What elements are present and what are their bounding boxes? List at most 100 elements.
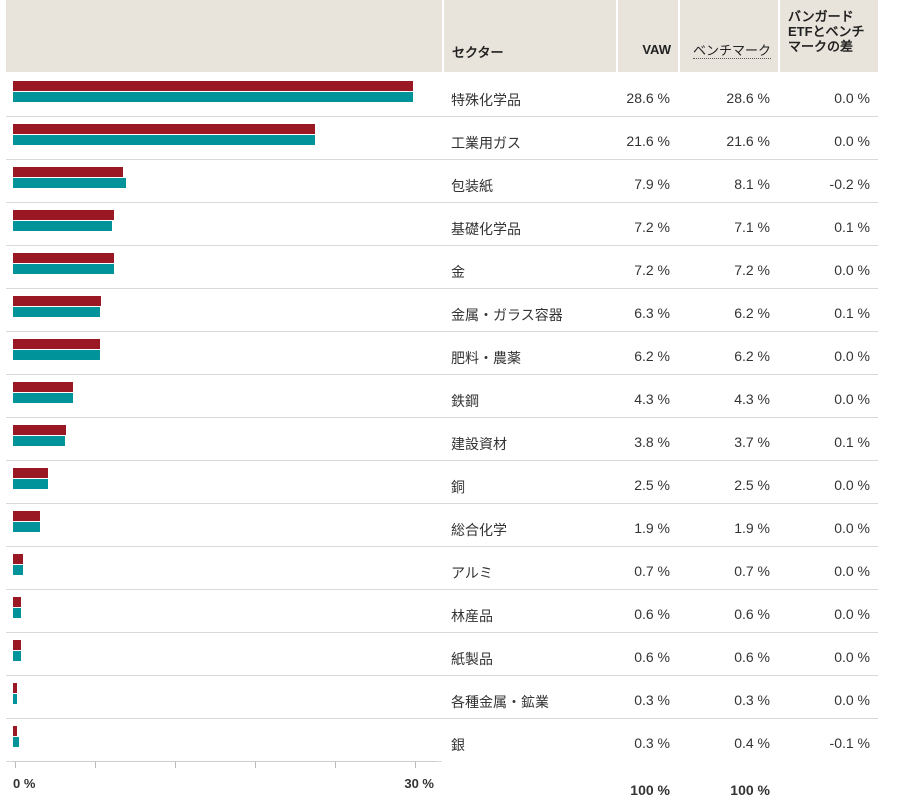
bar-benchmark[interactable] [13, 737, 19, 747]
bar-vaw[interactable] [13, 683, 17, 693]
row-separator [6, 116, 878, 117]
x-axis-max-label: 30 % [404, 776, 434, 791]
sector-label: 紙製品 [451, 651, 493, 667]
vaw-value: 0.7 % [634, 563, 670, 579]
bar-benchmark[interactable] [13, 393, 73, 403]
header-diff-line1: バンガード [788, 9, 854, 24]
diff-value: 0.0 % [834, 262, 870, 278]
sector-label: 肥料・農薬 [451, 350, 521, 366]
bar-vaw[interactable] [13, 124, 315, 134]
x-axis-tick [95, 762, 96, 768]
row-separator [6, 460, 878, 461]
x-axis-tick [415, 762, 416, 768]
sector-label: 包装紙 [451, 178, 493, 194]
bar-vaw[interactable] [13, 597, 21, 607]
vaw-value: 0.3 % [634, 735, 670, 751]
bar-benchmark[interactable] [13, 651, 21, 661]
sector-label: 総合化学 [451, 522, 507, 538]
bar-benchmark[interactable] [13, 178, 126, 188]
benchmark-value: 0.7 % [734, 563, 770, 579]
x-axis-tick [15, 762, 16, 768]
row-separator [6, 202, 878, 203]
row-separator [6, 589, 878, 590]
sector-label: 各種金属・鉱業 [451, 694, 549, 710]
header-benchmark[interactable]: ベンチマーク [680, 40, 771, 59]
sector-label: 銀 [451, 737, 465, 753]
sector-label: 金 [451, 264, 465, 280]
bar-vaw[interactable] [13, 253, 114, 263]
bar-vaw[interactable] [13, 511, 40, 521]
vaw-value: 3.8 % [634, 434, 670, 450]
vaw-value: 28.6 % [626, 90, 670, 106]
x-axis-min-label: 0 % [13, 776, 36, 791]
bar-benchmark[interactable] [13, 436, 65, 446]
bar-vaw[interactable] [13, 726, 17, 736]
diff-value: 0.1 % [834, 305, 870, 321]
benchmark-value: 2.5 % [734, 477, 770, 493]
benchmark-value: 4.3 % [734, 391, 770, 407]
diff-value: 0.0 % [834, 391, 870, 407]
bar-benchmark[interactable] [13, 307, 100, 317]
sector-label: 金属・ガラス容器 [451, 307, 563, 323]
bar-vaw[interactable] [13, 167, 123, 177]
benchmark-value: 0.4 % [734, 735, 770, 751]
sector-label: 基礎化学品 [451, 221, 521, 237]
diff-value: 0.0 % [834, 649, 870, 665]
diff-value: 0.0 % [834, 692, 870, 708]
bar-benchmark[interactable] [13, 221, 112, 231]
bar-vaw[interactable] [13, 296, 101, 306]
row-separator [6, 632, 878, 633]
bar-benchmark[interactable] [13, 694, 17, 704]
diff-value: 0.0 % [834, 133, 870, 149]
header-diff-line3: マークの差 [788, 39, 854, 54]
benchmark-value: 0.3 % [734, 692, 770, 708]
bar-vaw[interactable] [13, 640, 21, 650]
bar-vaw[interactable] [13, 210, 114, 220]
vaw-value: 0.6 % [634, 606, 670, 622]
row-separator [6, 374, 878, 375]
header-bg-diff [780, 0, 878, 72]
bar-benchmark[interactable] [13, 608, 21, 618]
benchmark-value: 7.2 % [734, 262, 770, 278]
diff-value: 0.1 % [834, 219, 870, 235]
bar-benchmark[interactable] [13, 479, 48, 489]
benchmark-value: 0.6 % [734, 606, 770, 622]
header-bg-sector [444, 0, 616, 72]
bar-benchmark[interactable] [13, 522, 40, 532]
benchmark-value: 28.6 % [726, 90, 770, 106]
bar-vaw[interactable] [13, 382, 73, 392]
benchmark-value: 6.2 % [734, 348, 770, 364]
bar-vaw[interactable] [13, 468, 48, 478]
bar-benchmark[interactable] [13, 350, 100, 360]
bar-vaw[interactable] [13, 425, 66, 435]
row-separator [6, 503, 878, 504]
x-axis-line [12, 761, 436, 762]
header-bg-chart [6, 0, 442, 72]
bar-benchmark[interactable] [13, 135, 315, 145]
x-axis-tick [255, 762, 256, 768]
diff-value: 0.0 % [834, 477, 870, 493]
bar-vaw[interactable] [13, 554, 23, 564]
header-sector: セクター [452, 45, 504, 60]
vaw-value: 6.3 % [634, 305, 670, 321]
sector-label: 工業用ガス [451, 135, 521, 151]
x-axis-tick [175, 762, 176, 768]
header-diff-line2: ETFとベンチ [788, 24, 865, 39]
benchmark-value: 1.9 % [734, 520, 770, 536]
bar-benchmark[interactable] [13, 92, 413, 102]
diff-value: 0.1 % [834, 434, 870, 450]
row-separator [6, 331, 878, 332]
bar-benchmark[interactable] [13, 264, 114, 274]
diff-value: 0.0 % [834, 348, 870, 364]
total-benchmark: 100 % [730, 782, 770, 798]
bar-benchmark[interactable] [13, 565, 23, 575]
benchmark-value: 21.6 % [726, 133, 770, 149]
diff-value: 0.0 % [834, 520, 870, 536]
diff-value: -0.2 % [829, 176, 870, 192]
header-diff: バンガード ETFとベンチ マークの差 [788, 9, 865, 54]
vaw-value: 21.6 % [626, 133, 670, 149]
x-axis-tick [335, 762, 336, 768]
bar-vaw[interactable] [13, 81, 413, 91]
bar-vaw[interactable] [13, 339, 100, 349]
diff-value: -0.1 % [829, 735, 870, 751]
